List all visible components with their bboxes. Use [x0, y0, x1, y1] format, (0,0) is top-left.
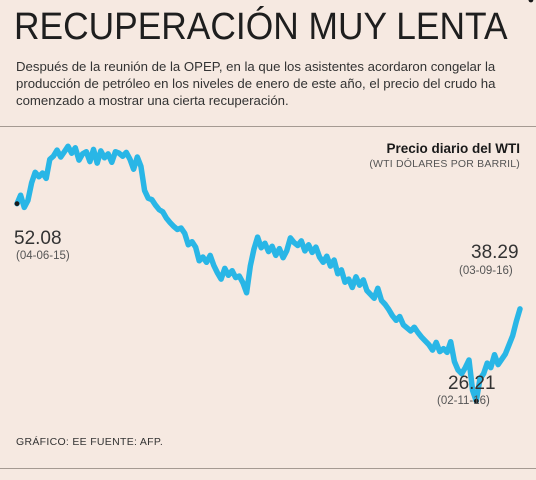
min-value-label: 26.21: [448, 373, 496, 394]
start-date-label: (04-06-15): [16, 250, 70, 262]
end-point-marker: [528, 0, 534, 3]
wti-price-line: [14, 143, 523, 404]
min-point-marker: [473, 398, 479, 404]
chart-title: Precio diario del WTI: [386, 141, 520, 156]
page-subtitle: Después de la reunión de la OPEP, en la …: [16, 59, 496, 108]
bottom-divider: [0, 468, 536, 469]
chart-unit-label: (WTI DÓLARES POR BARRIL): [369, 158, 520, 170]
min-date-label: (02-11-16): [437, 395, 490, 407]
top-divider: [0, 126, 536, 127]
page-title: RECUPERACIÓN MUY LENTA: [14, 6, 508, 48]
start-value-label: 52.08: [14, 228, 62, 249]
end-value-label: 38.29: [471, 242, 519, 263]
end-date-label: (03-09-16): [459, 265, 513, 277]
start-point-marker: [14, 201, 20, 207]
source-credit: GRÁFICO: EE FUENTE: AFP.: [16, 436, 164, 448]
